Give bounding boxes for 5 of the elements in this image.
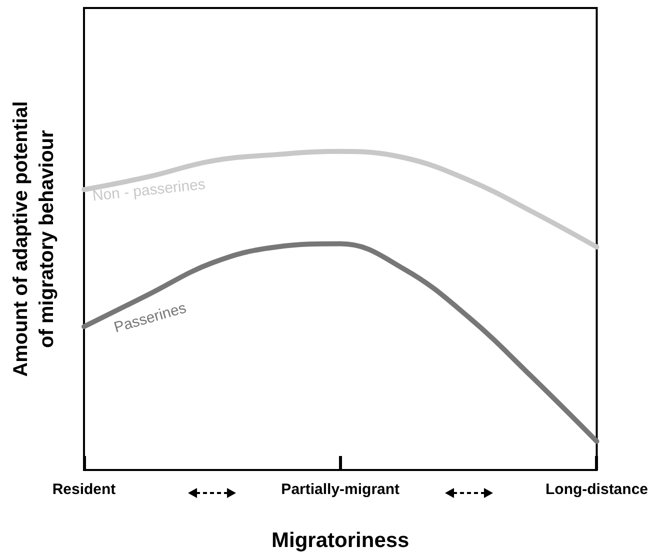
x-tick-label: Resident [52,481,116,498]
x-tick-label: Long-distance [545,481,648,498]
x-axis-title: Migratoriness [272,529,410,552]
x-tick-label: Partially-migrant [281,481,400,498]
y-axis-title: Amount of adaptive potential of migratory behaviour [10,101,58,377]
